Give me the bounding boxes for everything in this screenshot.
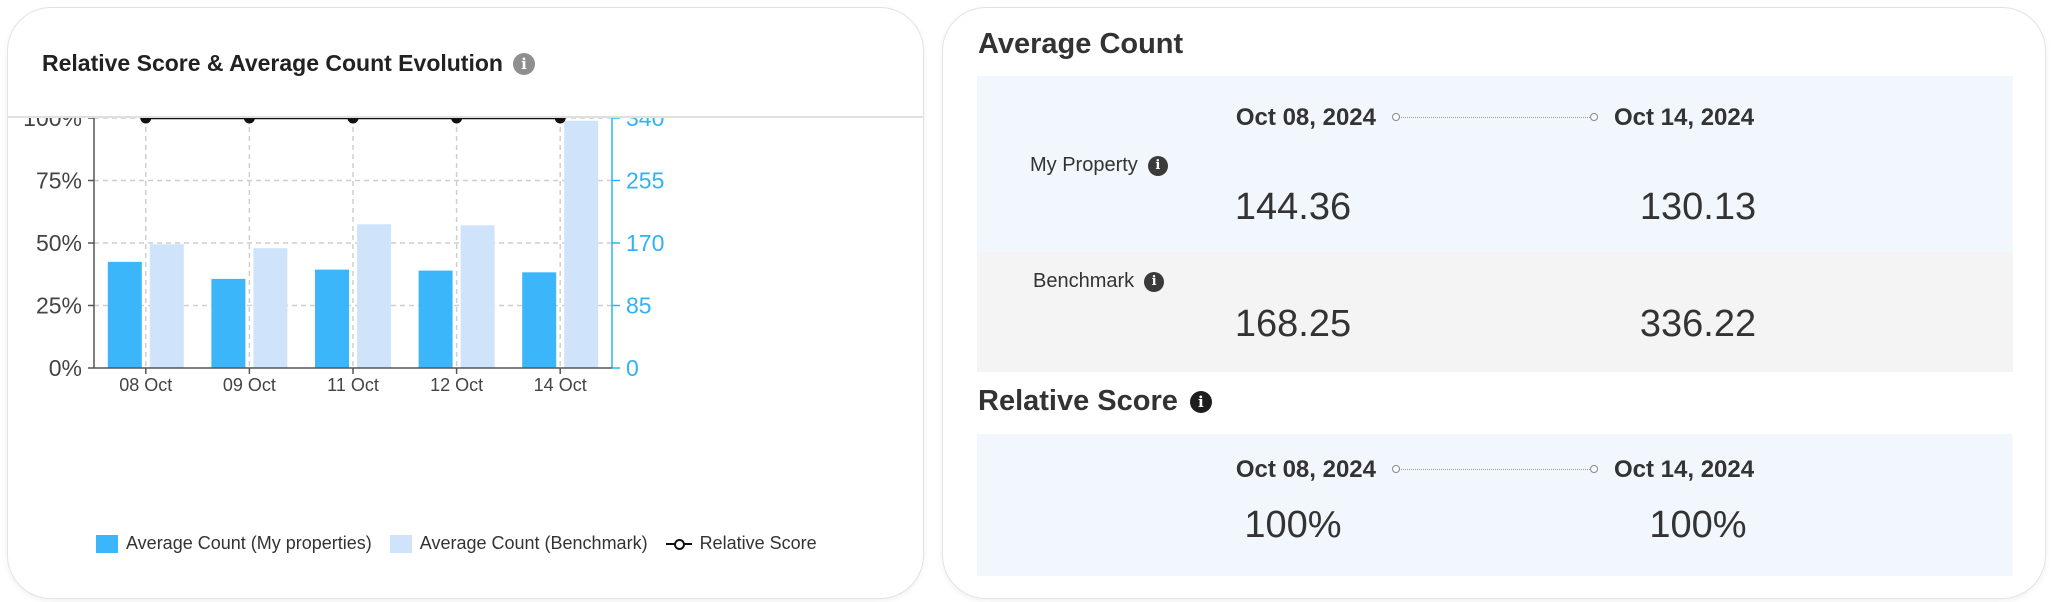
x-tick-label: 14 Oct <box>534 375 587 395</box>
relative-score-title: Relative Score i <box>978 385 1212 418</box>
bar-benchmark <box>564 120 599 368</box>
bar-benchmark <box>253 248 288 368</box>
left-tick-label: 75% <box>36 168 82 194</box>
relative-score-point <box>243 118 255 124</box>
average-count-date-start: Oct 08, 2024 <box>1235 104 1376 131</box>
average-count-date-range: Oct 08, 2024 Oct 14, 2024 <box>977 104 2013 132</box>
relative-score-date-range: Oct 08, 2024 Oct 14, 2024 <box>977 456 2013 484</box>
average-count-date-end: Oct 14, 2024 <box>1614 104 1755 131</box>
right-tick-label: 0 <box>626 355 639 381</box>
left-tick-label: 50% <box>36 230 82 256</box>
benchmark-info-icon[interactable]: i <box>1144 271 1165 292</box>
right-tick-label: 170 <box>626 230 664 256</box>
relative-score-panel: Oct 08, 2024 Oct 14, 2024 100% 100% <box>977 434 2013 576</box>
relative-score-end-value: 100% <box>1649 504 1747 546</box>
relative-score-title-text: Relative Score <box>978 385 1178 417</box>
legend-label-relative-score: Relative Score <box>699 533 817 553</box>
summary-card: Average Count Oct 08, 2024 Oct 14, 2024 … <box>942 7 2046 599</box>
x-tick-label: 12 Oct <box>430 375 483 395</box>
relative-score-date-start: Oct 08, 2024 <box>1235 456 1376 483</box>
my-property-panel: Oct 08, 2024 Oct 14, 2024 My Property i … <box>977 76 2013 252</box>
benchmark-label-text: Benchmark <box>1033 270 1135 292</box>
benchmark-start-value: 168.25 <box>1234 303 1352 345</box>
average-count-title: Average Count <box>978 28 1183 61</box>
right-tick-label: 255 <box>626 168 664 194</box>
chart-legend: Average Count (My properties) Average Co… <box>96 533 817 554</box>
legend-item-relative-score[interactable]: Relative Score <box>665 533 817 554</box>
legend-swatch-my-properties <box>96 534 118 553</box>
left-tick-label: 0% <box>49 355 82 381</box>
average-count-title-text: Average Count <box>978 28 1184 60</box>
chart-card: Relative Score & Average Count Evolution… <box>7 7 924 599</box>
x-tick-label: 11 Oct <box>327 375 379 395</box>
bar-my-properties <box>315 269 349 368</box>
relative-score-point <box>140 118 152 124</box>
my-property-end-value: 130.13 <box>1639 186 1757 228</box>
bar-my-properties <box>522 272 557 368</box>
benchmark-label: Benchmark i <box>1033 270 1165 293</box>
bar-my-properties <box>418 270 453 368</box>
relative-score-point <box>347 118 359 124</box>
chart-card-title: Relative Score & Average Count Evolution… <box>42 50 535 77</box>
relative-score-info-icon[interactable]: i <box>1189 390 1212 413</box>
right-tick-label: 340 <box>626 118 664 131</box>
combo-chart: 0% 25% 50% 75% 100% 0 85 170 255 340 08 Oct 09 Oct 1… <box>23 118 664 395</box>
x-tick-label: 08 Oct <box>119 375 172 395</box>
chart-title-text: Relative Score & Average Count Evolution <box>42 50 503 76</box>
info-icon[interactable]: i <box>512 52 535 75</box>
legend-label-my-properties: Average Count (My properties) <box>126 533 372 553</box>
relative-score-start-value: 100% <box>1244 504 1342 546</box>
x-tick-label: 09 Oct <box>223 375 276 395</box>
benchmark-panel: Benchmark i 168.25 336.22 <box>977 252 2013 372</box>
left-tick-label: 25% <box>36 293 82 319</box>
date-range-connector <box>1392 465 1598 475</box>
bar-benchmark <box>149 244 184 368</box>
legend-swatch-benchmark <box>389 534 412 553</box>
relative-score-date-end: Oct 14, 2024 <box>1614 456 1755 483</box>
bar-benchmark <box>357 224 391 368</box>
legend-label-benchmark: Average Count (Benchmark) <box>419 533 648 553</box>
date-range-connector <box>1392 113 1598 123</box>
my-property-label-text: My Property <box>1030 154 1138 176</box>
right-tick-label: 85 <box>626 293 652 319</box>
relative-score-point <box>451 118 463 124</box>
my-property-info-icon[interactable]: i <box>1147 155 1168 176</box>
card-divider <box>8 116 923 118</box>
my-property-label: My Property i <box>1030 154 1168 177</box>
bar-benchmark <box>460 225 495 368</box>
relative-score-point <box>554 118 566 124</box>
left-tick-label: 100% <box>23 118 82 131</box>
bar-my-properties <box>107 261 142 368</box>
my-property-start-value: 144.36 <box>1234 186 1352 228</box>
legend-item-benchmark[interactable]: Average Count (Benchmark) <box>389 533 648 554</box>
legend-item-my-properties[interactable]: Average Count (My properties) <box>96 533 372 554</box>
bar-my-properties <box>211 278 246 368</box>
legend-swatch-relative-score <box>665 538 692 550</box>
benchmark-end-value: 336.22 <box>1639 303 1757 345</box>
